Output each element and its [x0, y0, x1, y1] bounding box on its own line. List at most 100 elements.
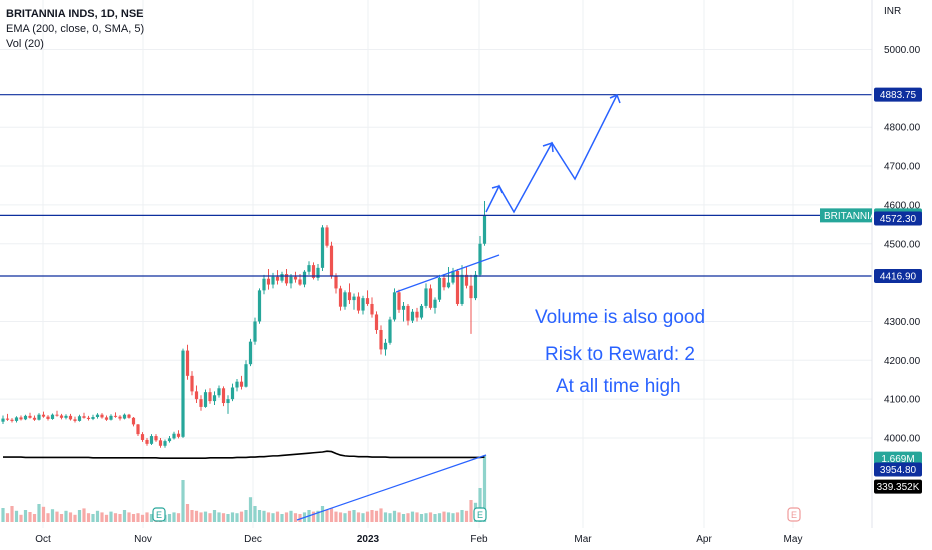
volume-bar	[298, 514, 302, 522]
volume-bar	[221, 513, 226, 522]
candle-body	[122, 414, 127, 419]
volume-bar	[212, 510, 217, 522]
volume-bar	[392, 510, 397, 522]
volume-bar	[419, 514, 424, 522]
volume-bar	[437, 513, 442, 522]
candle-body	[446, 282, 451, 288]
volume-bar	[406, 513, 410, 522]
volume-bar	[190, 510, 194, 522]
price-tag	[874, 269, 922, 284]
price-tick-label: 4800.00	[884, 123, 921, 134]
candle-body	[338, 288, 343, 307]
volume-bar	[455, 512, 460, 522]
price-tag-label: 1.669M	[881, 454, 914, 465]
candle-body	[221, 388, 226, 404]
price-tag-label: 4883.75	[880, 90, 917, 101]
candle-body	[149, 436, 154, 444]
volume-bar	[113, 513, 118, 522]
volume-bar	[64, 510, 68, 522]
time-axis[interactable]: Oct Nov Dec 2023 Feb Mar Apr May	[35, 534, 802, 545]
candle-body	[113, 415, 118, 417]
volume-bar	[410, 511, 415, 522]
volume-indicator-label[interactable]: Vol (20)	[6, 38, 44, 50]
earnings-e-icon: E	[791, 510, 797, 520]
candle-body	[82, 416, 86, 418]
volume-bar	[131, 514, 136, 522]
volume-bar	[401, 514, 406, 522]
trend-drawings[interactable]	[296, 94, 621, 521]
time-tick-label: 2023	[357, 534, 380, 545]
volume-bar	[5, 513, 10, 522]
price-tick-label: 4500.00	[884, 239, 921, 250]
annotation-all-time-high: At all time high	[556, 376, 681, 397]
price-axis[interactable]: INR 4000.00 4100.00 4200.00 4300.00 4500.00 46…	[871, 0, 921, 528]
candle-body	[415, 311, 419, 318]
volume-bar	[46, 513, 50, 522]
candle-body	[172, 433, 176, 439]
time-tick-label: Dec	[244, 534, 262, 545]
volume-bar	[37, 504, 41, 522]
candle-body	[5, 418, 10, 420]
volume-bar	[329, 508, 334, 522]
volume-bar	[361, 513, 365, 522]
candle-body	[37, 414, 41, 420]
volume-bar	[460, 510, 464, 522]
volume-bar	[248, 497, 253, 522]
candle-body	[469, 285, 473, 299]
chart-title: BRITANNIA INDS, 1D, NSE	[6, 8, 144, 20]
volume-bar	[482, 455, 487, 522]
candle-body	[55, 414, 59, 416]
time-tick-label: May	[784, 534, 803, 545]
volume-bar	[383, 512, 388, 522]
candle-body	[365, 298, 370, 304]
price-tag-label: 4572.30	[880, 214, 917, 225]
candle-body	[32, 417, 37, 420]
candle-body	[361, 298, 365, 311]
currency-label: INR	[884, 6, 901, 17]
volume-bars	[1, 455, 487, 522]
volume-bar	[280, 514, 284, 522]
candle-body	[307, 265, 311, 272]
volume-bar	[464, 510, 469, 522]
volume-bar	[82, 508, 86, 522]
volume-bar	[239, 511, 244, 522]
candle-body	[203, 392, 208, 407]
volume-bar	[442, 511, 446, 522]
volume-bar	[86, 513, 91, 522]
candle-body	[50, 414, 55, 419]
candle-body	[86, 417, 91, 419]
candle-body	[235, 381, 239, 388]
candle-body	[190, 375, 194, 392]
breakout-trendline	[395, 254, 500, 293]
candle-body	[437, 277, 442, 300]
volume-bar	[343, 513, 347, 522]
candle-body	[226, 399, 230, 404]
volume-bar	[320, 506, 325, 522]
candle-body	[298, 279, 302, 285]
candle-body	[64, 415, 68, 418]
volume-bar	[235, 513, 239, 522]
volume-bar	[424, 513, 428, 522]
volume-bar	[73, 514, 77, 522]
candle-body	[185, 350, 190, 376]
volume-bar	[10, 506, 14, 522]
projection-zigzag	[485, 94, 618, 214]
candle-body	[374, 314, 379, 330]
volume-bar	[55, 511, 59, 522]
volume-bar	[253, 506, 257, 522]
ema-indicator-label[interactable]: EMA (200, close, 0, SMA, 5)	[6, 23, 145, 35]
volume-bar	[1, 508, 5, 522]
symbol-tag	[820, 208, 872, 223]
candle-body	[392, 292, 397, 320]
volume-bar	[311, 511, 316, 522]
candle-body	[428, 288, 433, 308]
candle-body	[356, 296, 361, 311]
volume-bar	[23, 510, 28, 522]
horizontal-levels[interactable]	[0, 94, 872, 277]
candle-body	[329, 245, 334, 276]
candle-body	[19, 417, 23, 420]
candle-body	[275, 276, 280, 281]
candle-body	[419, 305, 424, 318]
